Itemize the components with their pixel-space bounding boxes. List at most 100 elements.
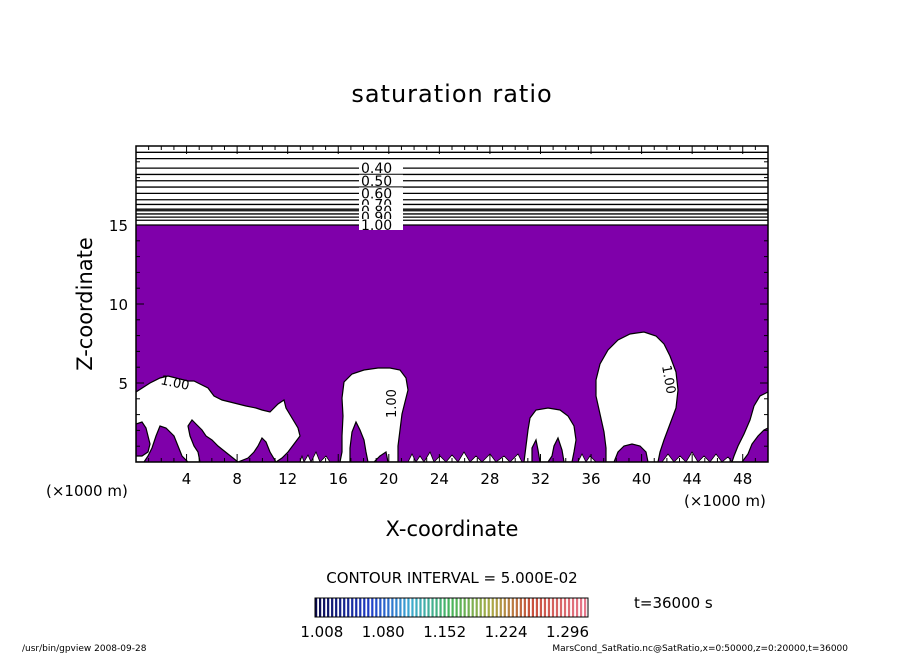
colorbar-swatch bbox=[507, 598, 510, 617]
time-label: t=36000 s bbox=[634, 594, 713, 612]
unsaturated-region-dome bbox=[595, 331, 679, 462]
contour-label-bg bbox=[358, 211, 403, 223]
colorbar-swatch bbox=[491, 598, 494, 617]
colorbar-swatch bbox=[399, 598, 402, 617]
colorbar-swatch bbox=[327, 598, 330, 617]
x-unit-right: (×1000 m) bbox=[684, 492, 766, 510]
colorbar-swatch bbox=[571, 598, 575, 617]
colorbar-swatch bbox=[451, 598, 454, 617]
colorbar-swatch bbox=[579, 598, 583, 617]
contour-label-bg bbox=[358, 219, 403, 230]
x-tick-label: 24 bbox=[430, 470, 449, 488]
contour-label: 0.60 bbox=[361, 186, 392, 202]
colorbar-swatch bbox=[495, 598, 498, 617]
colorbar-swatch bbox=[463, 598, 466, 617]
colorbar-swatch bbox=[539, 598, 543, 617]
colorbar-swatch bbox=[543, 598, 547, 617]
colorbar-swatch bbox=[439, 598, 442, 617]
colorbar-swatch bbox=[531, 598, 535, 617]
contour-label-bg bbox=[358, 162, 403, 174]
colorbar bbox=[315, 598, 587, 617]
colorbar-swatch bbox=[563, 598, 567, 617]
colorbar-swatch bbox=[535, 598, 539, 617]
colorbar-swatch bbox=[379, 598, 382, 617]
colorbar-swatch bbox=[487, 598, 490, 617]
x-axis: 4 8 12 16 20 24 28 32 36 40 44 48 bbox=[135, 146, 769, 488]
colorbar-swatch bbox=[315, 598, 318, 617]
x-tick-label: 4 bbox=[182, 470, 192, 488]
colorbar-swatch bbox=[455, 598, 458, 617]
colorbar-swatch bbox=[511, 598, 514, 617]
colorbar-swatch bbox=[391, 598, 394, 617]
contour-label: 0.50 bbox=[361, 174, 392, 190]
surface-roughness-right bbox=[577, 451, 733, 462]
colorbar-tick-label: 1.224 bbox=[485, 623, 528, 641]
x-tick-label: 44 bbox=[683, 470, 702, 488]
colorbar-swatch bbox=[459, 598, 462, 617]
x-axis-label: X-coordinate bbox=[386, 517, 519, 541]
colorbar-swatch bbox=[395, 598, 398, 617]
inline-label-right: 1.00 bbox=[658, 364, 678, 395]
colorbar-swatch bbox=[367, 598, 370, 617]
colorbar-swatch bbox=[479, 598, 482, 617]
x-tick-label: 20 bbox=[379, 470, 398, 488]
colorbar-swatch bbox=[559, 598, 563, 617]
y-axis-label: Z-coordinate bbox=[73, 237, 97, 371]
colorbar-swatch bbox=[403, 598, 406, 617]
x-tick-label: 36 bbox=[581, 470, 600, 488]
contour-interval: CONTOUR INTERVAL = 5.000E-02 bbox=[326, 569, 577, 587]
colorbar-swatch bbox=[467, 598, 470, 617]
colorbar-swatch bbox=[363, 598, 366, 617]
y-tick-label: 15 bbox=[109, 217, 128, 235]
colorbar-swatch bbox=[427, 598, 430, 617]
unsaturated-regions bbox=[136, 331, 768, 462]
inline-label-left: 1.00 bbox=[159, 373, 190, 394]
unsaturated-region-right bbox=[731, 391, 768, 462]
colorbar-tick-label: 1.080 bbox=[362, 623, 405, 641]
colorbar-swatch bbox=[411, 598, 414, 617]
colorbar-tick-label: 1.296 bbox=[546, 623, 589, 641]
colorbar-swatch bbox=[519, 598, 522, 617]
colorbar-swatch bbox=[351, 598, 354, 617]
colorbar-tick-label: 1.008 bbox=[300, 623, 343, 641]
contour-lines bbox=[136, 151, 768, 226]
colorbar-swatch bbox=[339, 598, 342, 617]
unsaturated-region-left bbox=[136, 375, 301, 462]
contour-labels: 0.400.500.600.700.800.901.00 bbox=[358, 161, 403, 234]
contour-label: 0.40 bbox=[361, 161, 392, 177]
x-tick-label: 12 bbox=[278, 470, 297, 488]
chart-title: saturation ratio bbox=[351, 80, 552, 108]
surface-roughness bbox=[299, 451, 523, 462]
contour-label-bg bbox=[358, 204, 403, 216]
colorbar-swatch bbox=[323, 598, 326, 617]
colorbar-swatch bbox=[567, 598, 571, 617]
footer-right: MarsCond_SatRatio.nc@SatRatio,x=0:50000,… bbox=[552, 644, 848, 654]
unsaturated-region-midright bbox=[523, 407, 577, 462]
x-tick-label: 28 bbox=[480, 470, 499, 488]
y-tick-label: 10 bbox=[109, 296, 128, 314]
x-tick-label: 32 bbox=[531, 470, 550, 488]
colorbar-swatch bbox=[375, 598, 378, 617]
colorbar-frame bbox=[314, 597, 589, 618]
colorbar-swatch bbox=[527, 598, 530, 617]
x-tick-label: 16 bbox=[329, 470, 348, 488]
colorbar-swatch bbox=[475, 598, 478, 617]
colorbar-swatch bbox=[435, 598, 438, 617]
colorbar-swatch bbox=[555, 598, 559, 617]
colorbar-swatch bbox=[575, 598, 579, 617]
y-tick-label: 5 bbox=[118, 375, 128, 393]
colorbar-swatch bbox=[387, 598, 390, 617]
colorbar-swatch bbox=[523, 598, 526, 617]
inline-label-center: 1.00 bbox=[385, 389, 400, 418]
plot-area bbox=[136, 151, 768, 462]
x-tick-label: 48 bbox=[733, 470, 752, 488]
footer-left: /usr/bin/gpview 2008-09-28 bbox=[22, 644, 147, 654]
colorbar-swatch bbox=[483, 598, 486, 617]
colorbar-swatch bbox=[547, 598, 551, 617]
colorbar-swatch bbox=[583, 598, 587, 617]
colorbar-labels: 1.008 1.080 1.152 1.224 1.296 bbox=[300, 623, 589, 641]
colorbar-swatch bbox=[331, 598, 334, 617]
x-unit-left: (×1000 m) bbox=[46, 482, 128, 500]
colorbar-swatch bbox=[551, 598, 555, 617]
